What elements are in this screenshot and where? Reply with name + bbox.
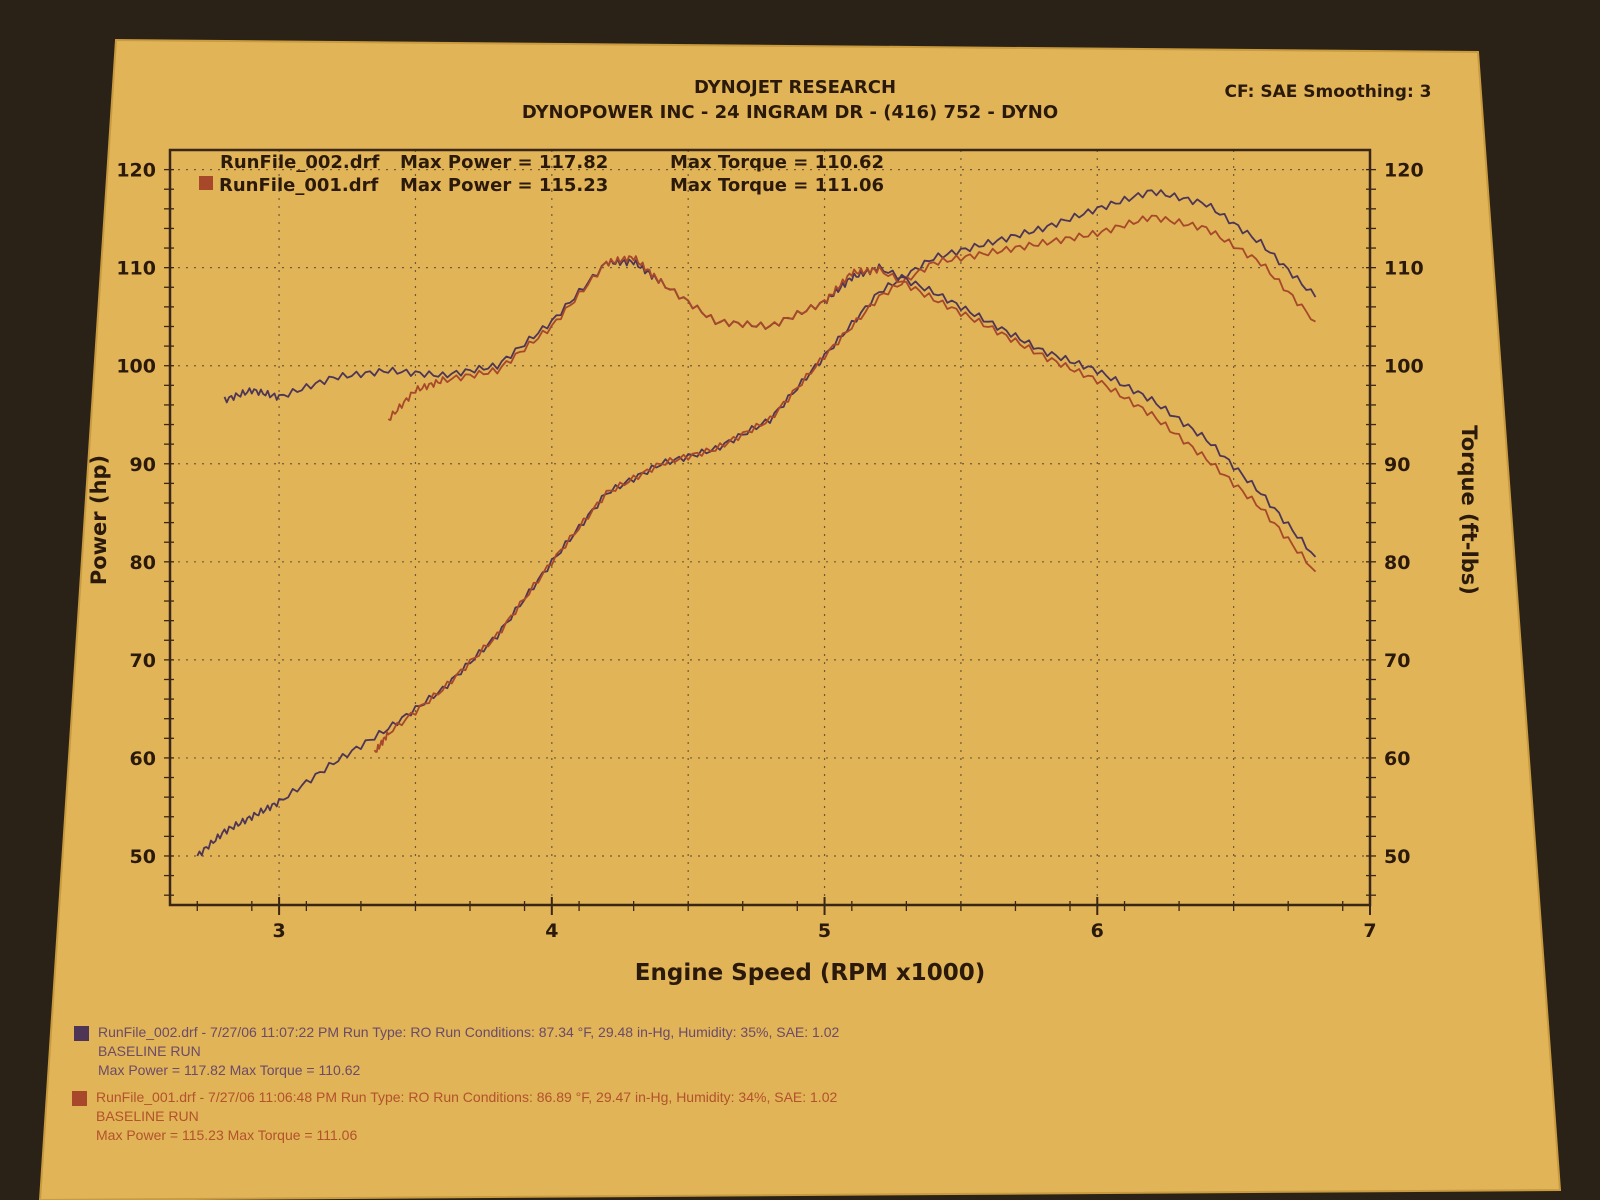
x-axis-label: Engine Speed (RPM x1000) xyxy=(635,960,985,986)
run-summary-002-details: RunFile_002.drf - 7/27/06 11:07:22 PM Ru… xyxy=(98,1024,839,1040)
run-summary-002-label: BASELINE RUN xyxy=(98,1043,201,1059)
plot-frame xyxy=(168,148,1372,907)
run-summary-001-swatch xyxy=(72,1091,87,1106)
y-tick-label: 110 xyxy=(116,258,156,280)
dyno-settings: CF: SAE Smoothing: 3 xyxy=(1225,82,1432,102)
run-summary-002: RunFile_002.drf - 7/27/06 11:07:22 PM Ru… xyxy=(74,1024,839,1078)
legend-run-002-file: RunFile_002.drf xyxy=(220,152,380,173)
y2-tick-label: 120 xyxy=(1384,160,1424,182)
x-tick-label: 3 xyxy=(272,920,285,942)
chart-title: DYNOJET RESEARCH xyxy=(694,77,896,98)
y2-tick-label: 110 xyxy=(1384,258,1424,280)
chart-axes: 50 60 70 80 90 100 110 120 50 60 70 80 90 100 110 120 3 4… xyxy=(116,160,1423,942)
y2-tick-label: 50 xyxy=(1384,846,1410,868)
legend-run-001-torque: Max Torque = 111.06 xyxy=(670,175,884,196)
chart-subtitle: DYNOPOWER INC - 24 INGRAM DR - (416) 752… xyxy=(522,102,1058,123)
y-tick-label: 70 xyxy=(130,650,156,672)
legend: RunFile_002.drf Max Power = 117.82 Max T… xyxy=(199,152,884,196)
legend-run-001-power: Max Power = 115.23 xyxy=(400,175,608,196)
series-torque-runfile-001-drf xyxy=(387,255,1317,573)
x-tick-label: 5 xyxy=(818,920,831,942)
legend-run-002-torque: Max Torque = 110.62 xyxy=(670,152,884,173)
chart-grid xyxy=(170,150,1370,905)
run-summary-002-swatch xyxy=(74,1026,89,1041)
chart-series xyxy=(196,189,1317,857)
y-tick-label: 120 xyxy=(116,160,156,182)
x-tick-label: 7 xyxy=(1363,920,1376,942)
y-tick-label: 90 xyxy=(130,454,156,476)
y-tick-label: 60 xyxy=(130,748,156,770)
paper-sheet xyxy=(38,38,1562,1200)
run-summary-001-label: BASELINE RUN xyxy=(96,1108,199,1124)
y-axis-label: Power (hp) xyxy=(87,455,111,585)
y2-tick-label: 90 xyxy=(1384,454,1410,476)
run-summary-002-max: Max Power = 117.82 Max Torque = 110.62 xyxy=(98,1062,360,1078)
y2-tick-label: 70 xyxy=(1384,650,1410,672)
y2-tick-label: 100 xyxy=(1384,356,1424,378)
y2-tick-label: 60 xyxy=(1384,748,1410,770)
x-tick-label: 4 xyxy=(545,920,558,942)
series-power-runfile-001-drf xyxy=(373,214,1316,753)
legend-run-002-power: Max Power = 117.82 xyxy=(400,152,608,173)
run-summary-001-details: RunFile_001.drf - 7/27/06 11:06:48 PM Ru… xyxy=(96,1089,837,1105)
y-tick-label: 50 xyxy=(130,846,156,868)
run-summary-001: RunFile_001.drf - 7/27/06 11:06:48 PM Ru… xyxy=(72,1089,837,1143)
y-tick-label: 80 xyxy=(130,552,156,574)
y-tick-label: 100 xyxy=(116,356,156,378)
run-summary-001-max: Max Power = 115.23 Max Torque = 111.06 xyxy=(96,1127,357,1143)
legend-swatch-run-001 xyxy=(199,176,213,190)
x-tick-label: 6 xyxy=(1091,920,1104,942)
y2-tick-label: 80 xyxy=(1384,552,1410,574)
legend-run-001-file: RunFile_001.drf xyxy=(219,175,379,196)
series-power-runfile-002-drf xyxy=(196,189,1317,857)
y2-axis-label: Torque (ft-lbs) xyxy=(1457,425,1481,595)
